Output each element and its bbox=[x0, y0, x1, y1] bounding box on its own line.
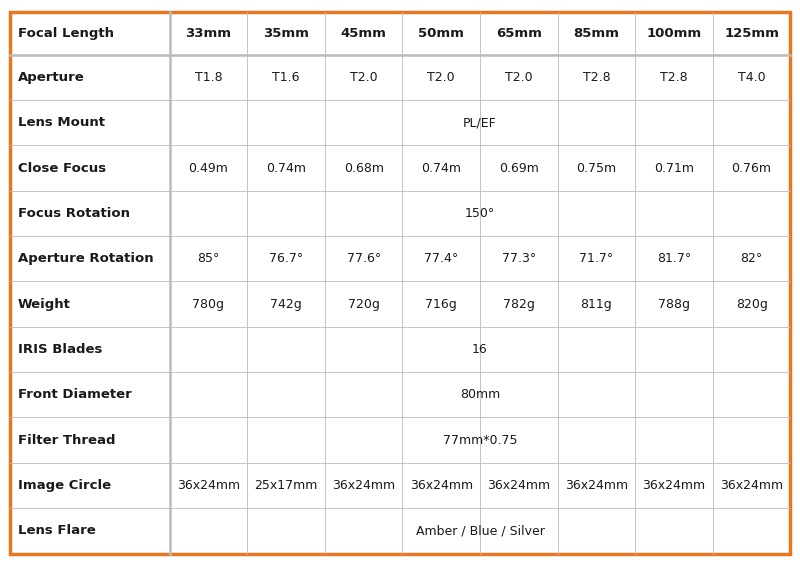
Text: Focus Rotation: Focus Rotation bbox=[18, 207, 130, 220]
Text: 782g: 782g bbox=[503, 298, 534, 311]
Text: 65mm: 65mm bbox=[496, 27, 542, 40]
Text: Aperture Rotation: Aperture Rotation bbox=[18, 252, 154, 265]
Text: 0.76m: 0.76m bbox=[732, 161, 772, 174]
Text: Focal Length: Focal Length bbox=[18, 27, 114, 40]
Text: 742g: 742g bbox=[270, 298, 302, 311]
Text: 33mm: 33mm bbox=[186, 27, 231, 40]
Text: 36x24mm: 36x24mm bbox=[332, 479, 395, 492]
Text: Image Circle: Image Circle bbox=[18, 479, 110, 492]
Text: 36x24mm: 36x24mm bbox=[565, 479, 628, 492]
Text: 36x24mm: 36x24mm bbox=[642, 479, 706, 492]
Text: 80mm: 80mm bbox=[460, 388, 500, 401]
Text: 77.6°: 77.6° bbox=[346, 252, 381, 265]
Text: 100mm: 100mm bbox=[646, 27, 702, 40]
Text: T1.8: T1.8 bbox=[194, 71, 222, 84]
Text: T2.0: T2.0 bbox=[350, 71, 378, 84]
Text: 788g: 788g bbox=[658, 298, 690, 311]
Text: Weight: Weight bbox=[18, 298, 70, 311]
Text: T2.0: T2.0 bbox=[427, 71, 455, 84]
Text: Filter Thread: Filter Thread bbox=[18, 434, 115, 447]
Text: 36x24mm: 36x24mm bbox=[720, 479, 783, 492]
Text: 76.7°: 76.7° bbox=[269, 252, 303, 265]
Text: 85mm: 85mm bbox=[574, 27, 619, 40]
Text: 0.49m: 0.49m bbox=[189, 161, 228, 174]
Text: 0.71m: 0.71m bbox=[654, 161, 694, 174]
Text: 0.74m: 0.74m bbox=[422, 161, 462, 174]
Text: 0.69m: 0.69m bbox=[499, 161, 538, 174]
Text: 811g: 811g bbox=[581, 298, 612, 311]
Text: 71.7°: 71.7° bbox=[579, 252, 614, 265]
Text: T1.6: T1.6 bbox=[272, 71, 300, 84]
Text: 36x24mm: 36x24mm bbox=[410, 479, 473, 492]
Text: 82°: 82° bbox=[741, 252, 762, 265]
Text: 81.7°: 81.7° bbox=[657, 252, 691, 265]
Text: 35mm: 35mm bbox=[263, 27, 309, 40]
Text: 77mm*0.75: 77mm*0.75 bbox=[442, 434, 518, 447]
Text: T2.8: T2.8 bbox=[660, 71, 688, 84]
Text: Lens Flare: Lens Flare bbox=[18, 524, 95, 537]
Text: T2.0: T2.0 bbox=[505, 71, 533, 84]
Text: 125mm: 125mm bbox=[724, 27, 779, 40]
Text: Lens Mount: Lens Mount bbox=[18, 116, 105, 129]
Text: 25x17mm: 25x17mm bbox=[254, 479, 318, 492]
Text: Amber / Blue / Silver: Amber / Blue / Silver bbox=[415, 524, 545, 537]
Text: 0.68m: 0.68m bbox=[344, 161, 384, 174]
Text: IRIS Blades: IRIS Blades bbox=[18, 343, 102, 356]
Text: 720g: 720g bbox=[348, 298, 379, 311]
Text: Close Focus: Close Focus bbox=[18, 161, 106, 174]
Text: 16: 16 bbox=[472, 343, 488, 356]
Text: 820g: 820g bbox=[736, 298, 767, 311]
Text: 50mm: 50mm bbox=[418, 27, 464, 40]
Text: Aperture: Aperture bbox=[18, 71, 84, 84]
Text: 85°: 85° bbox=[198, 252, 220, 265]
Text: 716g: 716g bbox=[426, 298, 457, 311]
Text: 45mm: 45mm bbox=[341, 27, 386, 40]
Text: Front Diameter: Front Diameter bbox=[18, 388, 131, 401]
Text: 36x24mm: 36x24mm bbox=[177, 479, 240, 492]
Text: 780g: 780g bbox=[193, 298, 225, 311]
Text: 77.4°: 77.4° bbox=[424, 252, 458, 265]
Text: 150°: 150° bbox=[465, 207, 495, 220]
Text: 0.74m: 0.74m bbox=[266, 161, 306, 174]
Text: T4.0: T4.0 bbox=[738, 71, 766, 84]
Text: 77.3°: 77.3° bbox=[502, 252, 536, 265]
Text: 0.75m: 0.75m bbox=[576, 161, 617, 174]
Text: PL/EF: PL/EF bbox=[463, 116, 497, 129]
Text: T2.8: T2.8 bbox=[582, 71, 610, 84]
Text: 36x24mm: 36x24mm bbox=[487, 479, 550, 492]
